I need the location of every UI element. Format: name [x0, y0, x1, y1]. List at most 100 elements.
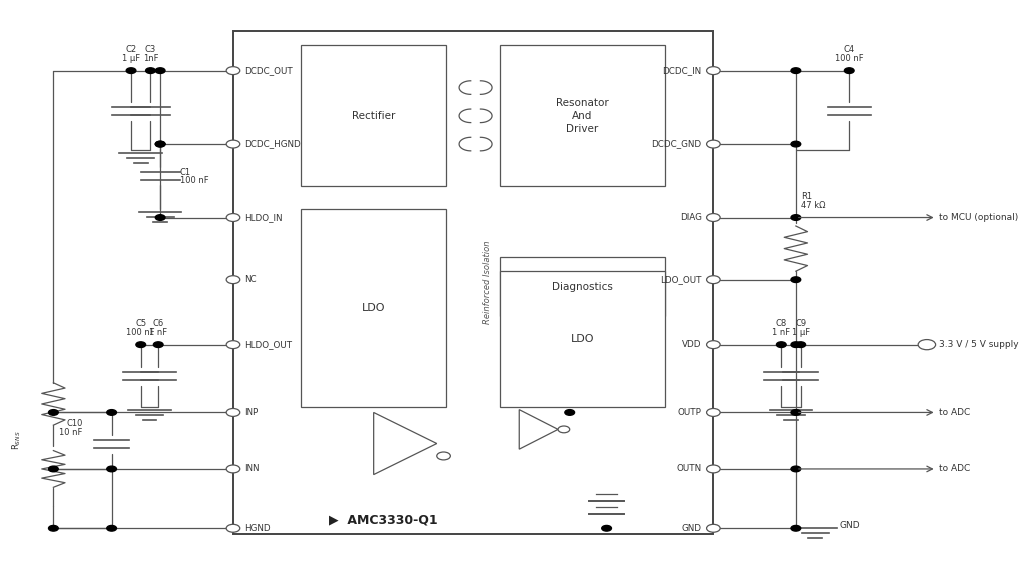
Circle shape — [156, 141, 165, 147]
Text: DIAG: DIAG — [680, 213, 701, 222]
Text: DCDC_HGND: DCDC_HGND — [245, 140, 301, 149]
Text: 100 nF: 100 nF — [126, 328, 155, 337]
Circle shape — [145, 68, 156, 73]
Text: C3: C3 — [144, 45, 156, 54]
Circle shape — [707, 67, 720, 75]
Bar — [301, 209, 446, 407]
Text: 47 kΩ: 47 kΩ — [801, 201, 825, 210]
Text: DCDC_IN: DCDC_IN — [663, 66, 701, 75]
Text: LDO: LDO — [361, 303, 385, 313]
Text: HLDO_IN: HLDO_IN — [245, 213, 283, 222]
Circle shape — [791, 215, 801, 220]
Circle shape — [776, 342, 786, 347]
Text: VDD: VDD — [682, 340, 701, 349]
Text: 1 μF: 1 μF — [792, 328, 810, 337]
Bar — [301, 45, 446, 186]
Text: R$_{SNS}$: R$_{SNS}$ — [10, 431, 23, 450]
Text: 1nF: 1nF — [142, 54, 158, 63]
Text: 10 nF: 10 nF — [59, 428, 83, 437]
Circle shape — [226, 140, 240, 148]
Circle shape — [48, 525, 58, 531]
Circle shape — [919, 340, 936, 350]
Text: DCDC_OUT: DCDC_OUT — [245, 66, 293, 75]
Circle shape — [707, 524, 720, 532]
Circle shape — [106, 410, 117, 415]
Text: to ADC: to ADC — [939, 408, 970, 417]
Text: 3.3 V / 5 V supply: 3.3 V / 5 V supply — [939, 340, 1018, 349]
Circle shape — [791, 525, 801, 531]
Circle shape — [791, 68, 801, 73]
Text: C8: C8 — [775, 319, 786, 328]
Text: OUTN: OUTN — [677, 464, 701, 473]
Text: C2: C2 — [126, 45, 136, 54]
Text: HLDO_OUT: HLDO_OUT — [245, 340, 293, 349]
Circle shape — [707, 408, 720, 416]
Text: C6: C6 — [153, 319, 164, 328]
Circle shape — [48, 410, 58, 415]
Text: Resonator
And
Driver: Resonator And Driver — [556, 98, 608, 134]
Circle shape — [156, 141, 165, 147]
Circle shape — [558, 426, 569, 433]
Circle shape — [126, 68, 136, 73]
Circle shape — [226, 524, 240, 532]
Circle shape — [565, 410, 574, 415]
Text: GND: GND — [840, 521, 860, 530]
Text: C10: C10 — [67, 419, 83, 428]
Circle shape — [791, 141, 801, 147]
Text: 100 nF: 100 nF — [835, 54, 863, 63]
Text: GND: GND — [682, 524, 701, 533]
Text: C5: C5 — [135, 319, 146, 328]
Circle shape — [602, 525, 611, 531]
Circle shape — [707, 341, 720, 349]
Text: OUTP: OUTP — [678, 408, 701, 417]
Text: C9: C9 — [796, 319, 806, 328]
Bar — [500, 45, 665, 186]
Text: LDO_OUT: LDO_OUT — [660, 275, 701, 284]
Text: INP: INP — [245, 408, 259, 417]
Text: 1 μF: 1 μF — [122, 54, 140, 63]
Text: INN: INN — [245, 464, 260, 473]
Bar — [500, 271, 665, 407]
Circle shape — [707, 140, 720, 148]
Text: to MCU (optional): to MCU (optional) — [939, 213, 1018, 222]
Text: ▶  AMC3330-Q1: ▶ AMC3330-Q1 — [329, 513, 437, 527]
Text: HGND: HGND — [245, 524, 271, 533]
Circle shape — [154, 342, 163, 347]
Bar — [287, 42, 480, 523]
Text: Reinforced Isolation: Reinforced Isolation — [482, 241, 492, 324]
Text: 1 nF: 1 nF — [772, 328, 791, 337]
Bar — [490, 42, 709, 523]
Circle shape — [791, 466, 801, 472]
Circle shape — [226, 408, 240, 416]
Circle shape — [791, 277, 801, 282]
Circle shape — [226, 465, 240, 473]
Text: C1: C1 — [179, 168, 190, 177]
Text: C4: C4 — [844, 45, 855, 54]
Text: DCDC_GND: DCDC_GND — [651, 140, 701, 149]
Circle shape — [796, 342, 806, 347]
Bar — [232, 31, 714, 534]
Circle shape — [226, 341, 240, 349]
Circle shape — [48, 466, 58, 472]
Text: LDO: LDO — [570, 334, 594, 344]
Circle shape — [707, 214, 720, 221]
Text: NC: NC — [245, 275, 257, 284]
Circle shape — [437, 452, 451, 460]
Bar — [500, 257, 665, 316]
Circle shape — [106, 466, 117, 472]
Circle shape — [845, 68, 854, 73]
Circle shape — [226, 214, 240, 221]
Circle shape — [226, 67, 240, 75]
Circle shape — [226, 276, 240, 284]
Circle shape — [156, 68, 165, 73]
Text: 100 nF: 100 nF — [179, 176, 208, 185]
Text: to ADC: to ADC — [939, 464, 970, 473]
Text: R1: R1 — [801, 192, 812, 201]
Circle shape — [791, 342, 801, 347]
Circle shape — [136, 342, 145, 347]
Circle shape — [707, 276, 720, 284]
Circle shape — [156, 215, 165, 220]
Circle shape — [707, 465, 720, 473]
Text: 1 nF: 1 nF — [150, 328, 167, 337]
Circle shape — [791, 410, 801, 415]
